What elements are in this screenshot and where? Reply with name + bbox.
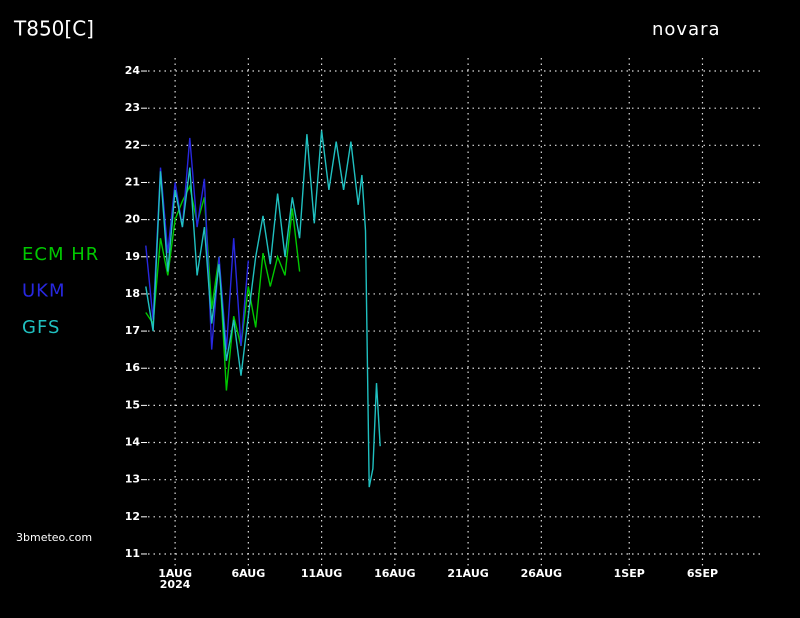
- x-tick-label: 1SEP: [614, 567, 645, 580]
- location: novara: [652, 19, 721, 40]
- x-tick-label: 6SEP: [687, 567, 718, 580]
- y-tick-label: 12: [125, 510, 140, 523]
- x-tick-label: 1AUG: [158, 567, 192, 580]
- series-line: [145, 130, 381, 488]
- legend-label: UKM: [22, 281, 66, 302]
- y-tick-label: 15: [125, 398, 140, 411]
- x-tick-label: 6AUG: [231, 567, 265, 580]
- legend-label: GFS: [22, 317, 60, 338]
- y-tick-label: 11: [125, 547, 140, 560]
- y-tick-label: 24: [125, 64, 141, 77]
- y-tick-label: 16: [125, 361, 141, 374]
- chart-title: T850[C]: [13, 17, 94, 41]
- y-tick-label: 13: [125, 473, 140, 486]
- y-tick-label: 19: [125, 250, 140, 263]
- y-tick-label: 21: [125, 175, 140, 188]
- x-tick-label: 16AUG: [374, 567, 415, 580]
- legend-label: ECM HR: [22, 244, 99, 265]
- y-tick-label: 20: [125, 213, 141, 226]
- x-year-label: 2024: [160, 578, 191, 591]
- x-tick-label: 11AUG: [301, 567, 342, 580]
- x-tick-label: 26AUG: [521, 567, 562, 580]
- y-tick-label: 17: [125, 324, 140, 337]
- watermark: 3bmeteo.com: [16, 531, 92, 544]
- y-tick-label: 18: [125, 287, 140, 300]
- x-tick-label: 21AUG: [447, 567, 488, 580]
- y-tick-label: 23: [125, 101, 140, 114]
- y-tick-label: 22: [125, 138, 140, 151]
- y-tick-label: 14: [125, 436, 141, 449]
- series-line: [145, 184, 301, 391]
